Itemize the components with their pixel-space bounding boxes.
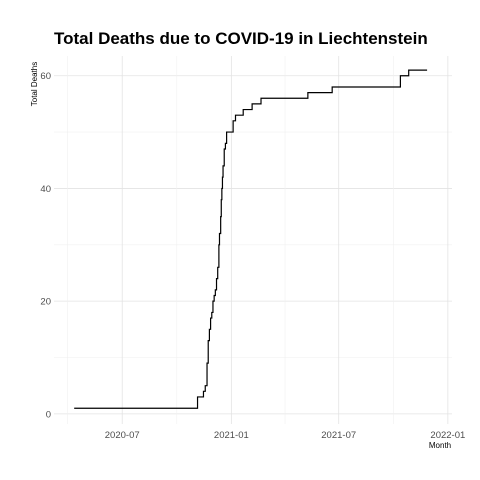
grid-lines	[54, 56, 452, 424]
y-tick-label: 40	[40, 184, 51, 195]
x-axis-ticks: 2020-07 2021-01 2021-07 2022-01	[105, 430, 466, 441]
x-tick-label: 2021-07	[321, 430, 356, 441]
y-tick-label: 20	[40, 297, 51, 308]
x-axis-label: Month	[429, 441, 451, 450]
x-tick-label: 2021-01	[214, 430, 249, 441]
y-axis-ticks: 0 20 40 60	[40, 71, 51, 420]
x-tick-label: 2020-07	[105, 430, 140, 441]
x-tick-label: 2022-01	[430, 430, 465, 441]
y-tick-label: 0	[46, 409, 51, 420]
chart-title: Total Deaths due to COVID-19 in Liechten…	[54, 29, 428, 48]
y-tick-label: 60	[40, 71, 51, 82]
y-axis-label: Total Deaths	[30, 62, 39, 106]
series-line-total-deaths	[74, 69, 428, 409]
